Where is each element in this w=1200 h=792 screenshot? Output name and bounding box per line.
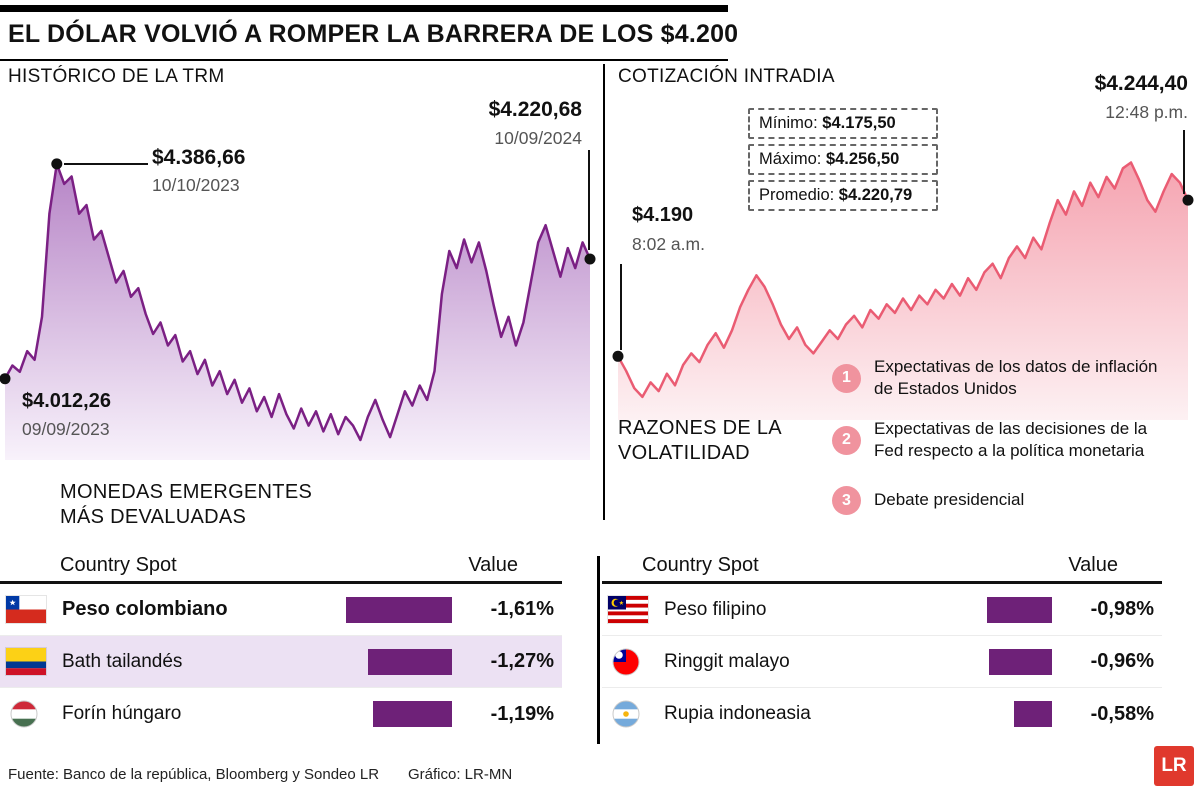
currency-value: -0,58% — [1090, 702, 1154, 725]
reason-3-badge: 3 — [832, 486, 861, 515]
currency-name: Bath tailandés — [62, 650, 183, 672]
devaluation-bar — [987, 596, 1052, 623]
main-vertical-divider — [603, 64, 605, 520]
trm-end-value: $4.220,68 — [488, 98, 582, 121]
table-row: Bath tailandés -1,27% — [0, 636, 562, 688]
intraday-start-time: 8:02 a.m. — [632, 234, 705, 254]
top-black-bar — [0, 5, 728, 12]
trm-peak-value: $4.386,66 — [152, 146, 246, 169]
peak-annotation-line — [64, 163, 148, 165]
flag-malaysia-icon — [608, 596, 652, 623]
reason-item-1: 1 Expectativas de los datos de inflación… — [832, 356, 1176, 400]
reasons-heading: RAZONES DE LA VOLATILIDAD — [618, 417, 782, 464]
reason-1-badge: 1 — [832, 363, 861, 393]
currency-value: -1,27% — [490, 650, 554, 672]
intraday-start-value: $4.190 — [632, 204, 694, 226]
devaluation-bar — [989, 648, 1052, 675]
title-underline — [0, 59, 728, 61]
reason-item-2: 2 Expectativas de las decisiones de la F… — [832, 418, 1176, 462]
currency-value: -0,98% — [1090, 598, 1154, 620]
devaluation-bar — [1014, 701, 1052, 727]
stat-avg: Promedio: $4.220,79 — [748, 180, 938, 211]
chart-dot — [1182, 194, 1194, 206]
stat-min-label: Mínimo: — [759, 114, 823, 132]
flag-chile-icon — [6, 596, 50, 623]
flag-taiwan-icon — [608, 648, 652, 676]
flag-colombia-icon — [6, 648, 50, 675]
graphic-credit: Gráfico: LR-MN — [408, 766, 513, 783]
column-header-value: Value — [468, 554, 518, 576]
table-row: Peso colombiano -1,61% — [0, 584, 562, 636]
devaluation-bar — [368, 648, 452, 675]
reason-3-text: Debate presidencial — [874, 490, 1025, 510]
lr-logo: LR — [1154, 746, 1194, 786]
reason-2-text: Expectativas de las decisiones de la Fed… — [874, 419, 1148, 461]
reason-1-text: Expectativas de los datos de inflación d… — [874, 357, 1158, 399]
chart-dot — [0, 373, 11, 385]
column-header-value: Value — [1068, 554, 1118, 576]
trm-area-chart — [0, 145, 596, 460]
currency-name: Peso colombiano — [62, 598, 228, 620]
currency-value: -1,61% — [490, 598, 554, 620]
trm-start-value: $4.012,26 — [22, 390, 111, 412]
stat-max-value: $4.256,50 — [825, 150, 900, 168]
chart-dot — [51, 158, 63, 170]
trm-start-date: 09/09/2023 — [22, 419, 110, 439]
chart-dot — [584, 253, 596, 265]
devalued-currencies-table-right: Country Spot Value Peso filipino -0,98% … — [602, 552, 1162, 740]
trm-end-annotation-line — [588, 150, 590, 250]
table-row: Ringgit malayo -0,96% — [602, 636, 1162, 688]
stat-min: Mínimo: $4.175,50 — [748, 108, 938, 139]
table-header: Country Spot Value — [0, 552, 562, 584]
trm-heading: HISTÓRICO DE LA TRM — [8, 66, 225, 87]
column-header-country: Country Spot — [60, 554, 177, 576]
stat-max: Máximo: $4.256,50 — [748, 144, 938, 175]
stat-min-value: $4.175,50 — [822, 114, 896, 132]
stat-max-label: Máximo: — [759, 150, 826, 168]
intraday-heading: COTIZACIÓN INTRADIA — [618, 66, 835, 87]
stat-avg-value: $4.220,79 — [838, 186, 913, 204]
column-header-country: Country Spot — [642, 554, 759, 576]
devalued-currencies-table-left: Country Spot Value Peso colombiano -1,61… — [0, 552, 562, 740]
devaluation-bar — [373, 701, 452, 727]
intraday-area-chart — [612, 148, 1194, 420]
table-vertical-divider — [597, 556, 600, 744]
reason-2-badge: 2 — [832, 425, 861, 455]
currency-value: -0,96% — [1090, 650, 1154, 672]
currency-name: Rupia indoneasia — [664, 703, 811, 724]
source-credit: Fuente: Banco de la república, Bloomberg… — [8, 766, 380, 783]
trm-peak-date: 10/10/2023 — [152, 175, 240, 195]
flag-argentina-icon — [608, 700, 652, 728]
stat-avg-label: Promedio: — [759, 186, 839, 204]
intraday-stats-box: Mínimo: $4.175,50 Máximo: $4.256,50 Prom… — [748, 108, 938, 216]
chart-dot — [612, 350, 624, 362]
reason-item-3: 3 Debate presidencial — [832, 486, 1176, 515]
table-row: Forín húngaro -1,19% — [0, 688, 562, 740]
page-title: EL DÓLAR VOLVIÓ A ROMPER LA BARRERA DE L… — [8, 20, 739, 48]
table-row: Rupia indoneasia -0,58% — [602, 688, 1162, 740]
intraday-end-value: $4.244,40 — [1094, 72, 1188, 95]
currency-name: Ringgit malayo — [664, 650, 790, 672]
tables-heading: MONEDAS EMERGENTES MÁS DEVALUADAS — [60, 481, 313, 528]
currency-value: -1,19% — [490, 702, 554, 725]
table-header: Country Spot Value — [602, 552, 1162, 584]
trm-end-date: 10/09/2024 — [494, 128, 582, 148]
currency-name: Forín húngaro — [62, 703, 182, 724]
intraday-end-annotation-line — [1183, 130, 1185, 194]
currency-name: Peso filipino — [664, 598, 767, 620]
devaluation-bar — [346, 596, 452, 623]
intraday-start-annotation-line — [620, 264, 622, 350]
intraday-end-time: 12:48 p.m. — [1105, 102, 1188, 122]
table-row: Peso filipino -0,98% — [602, 584, 1162, 636]
flag-hungary-icon — [6, 700, 50, 728]
